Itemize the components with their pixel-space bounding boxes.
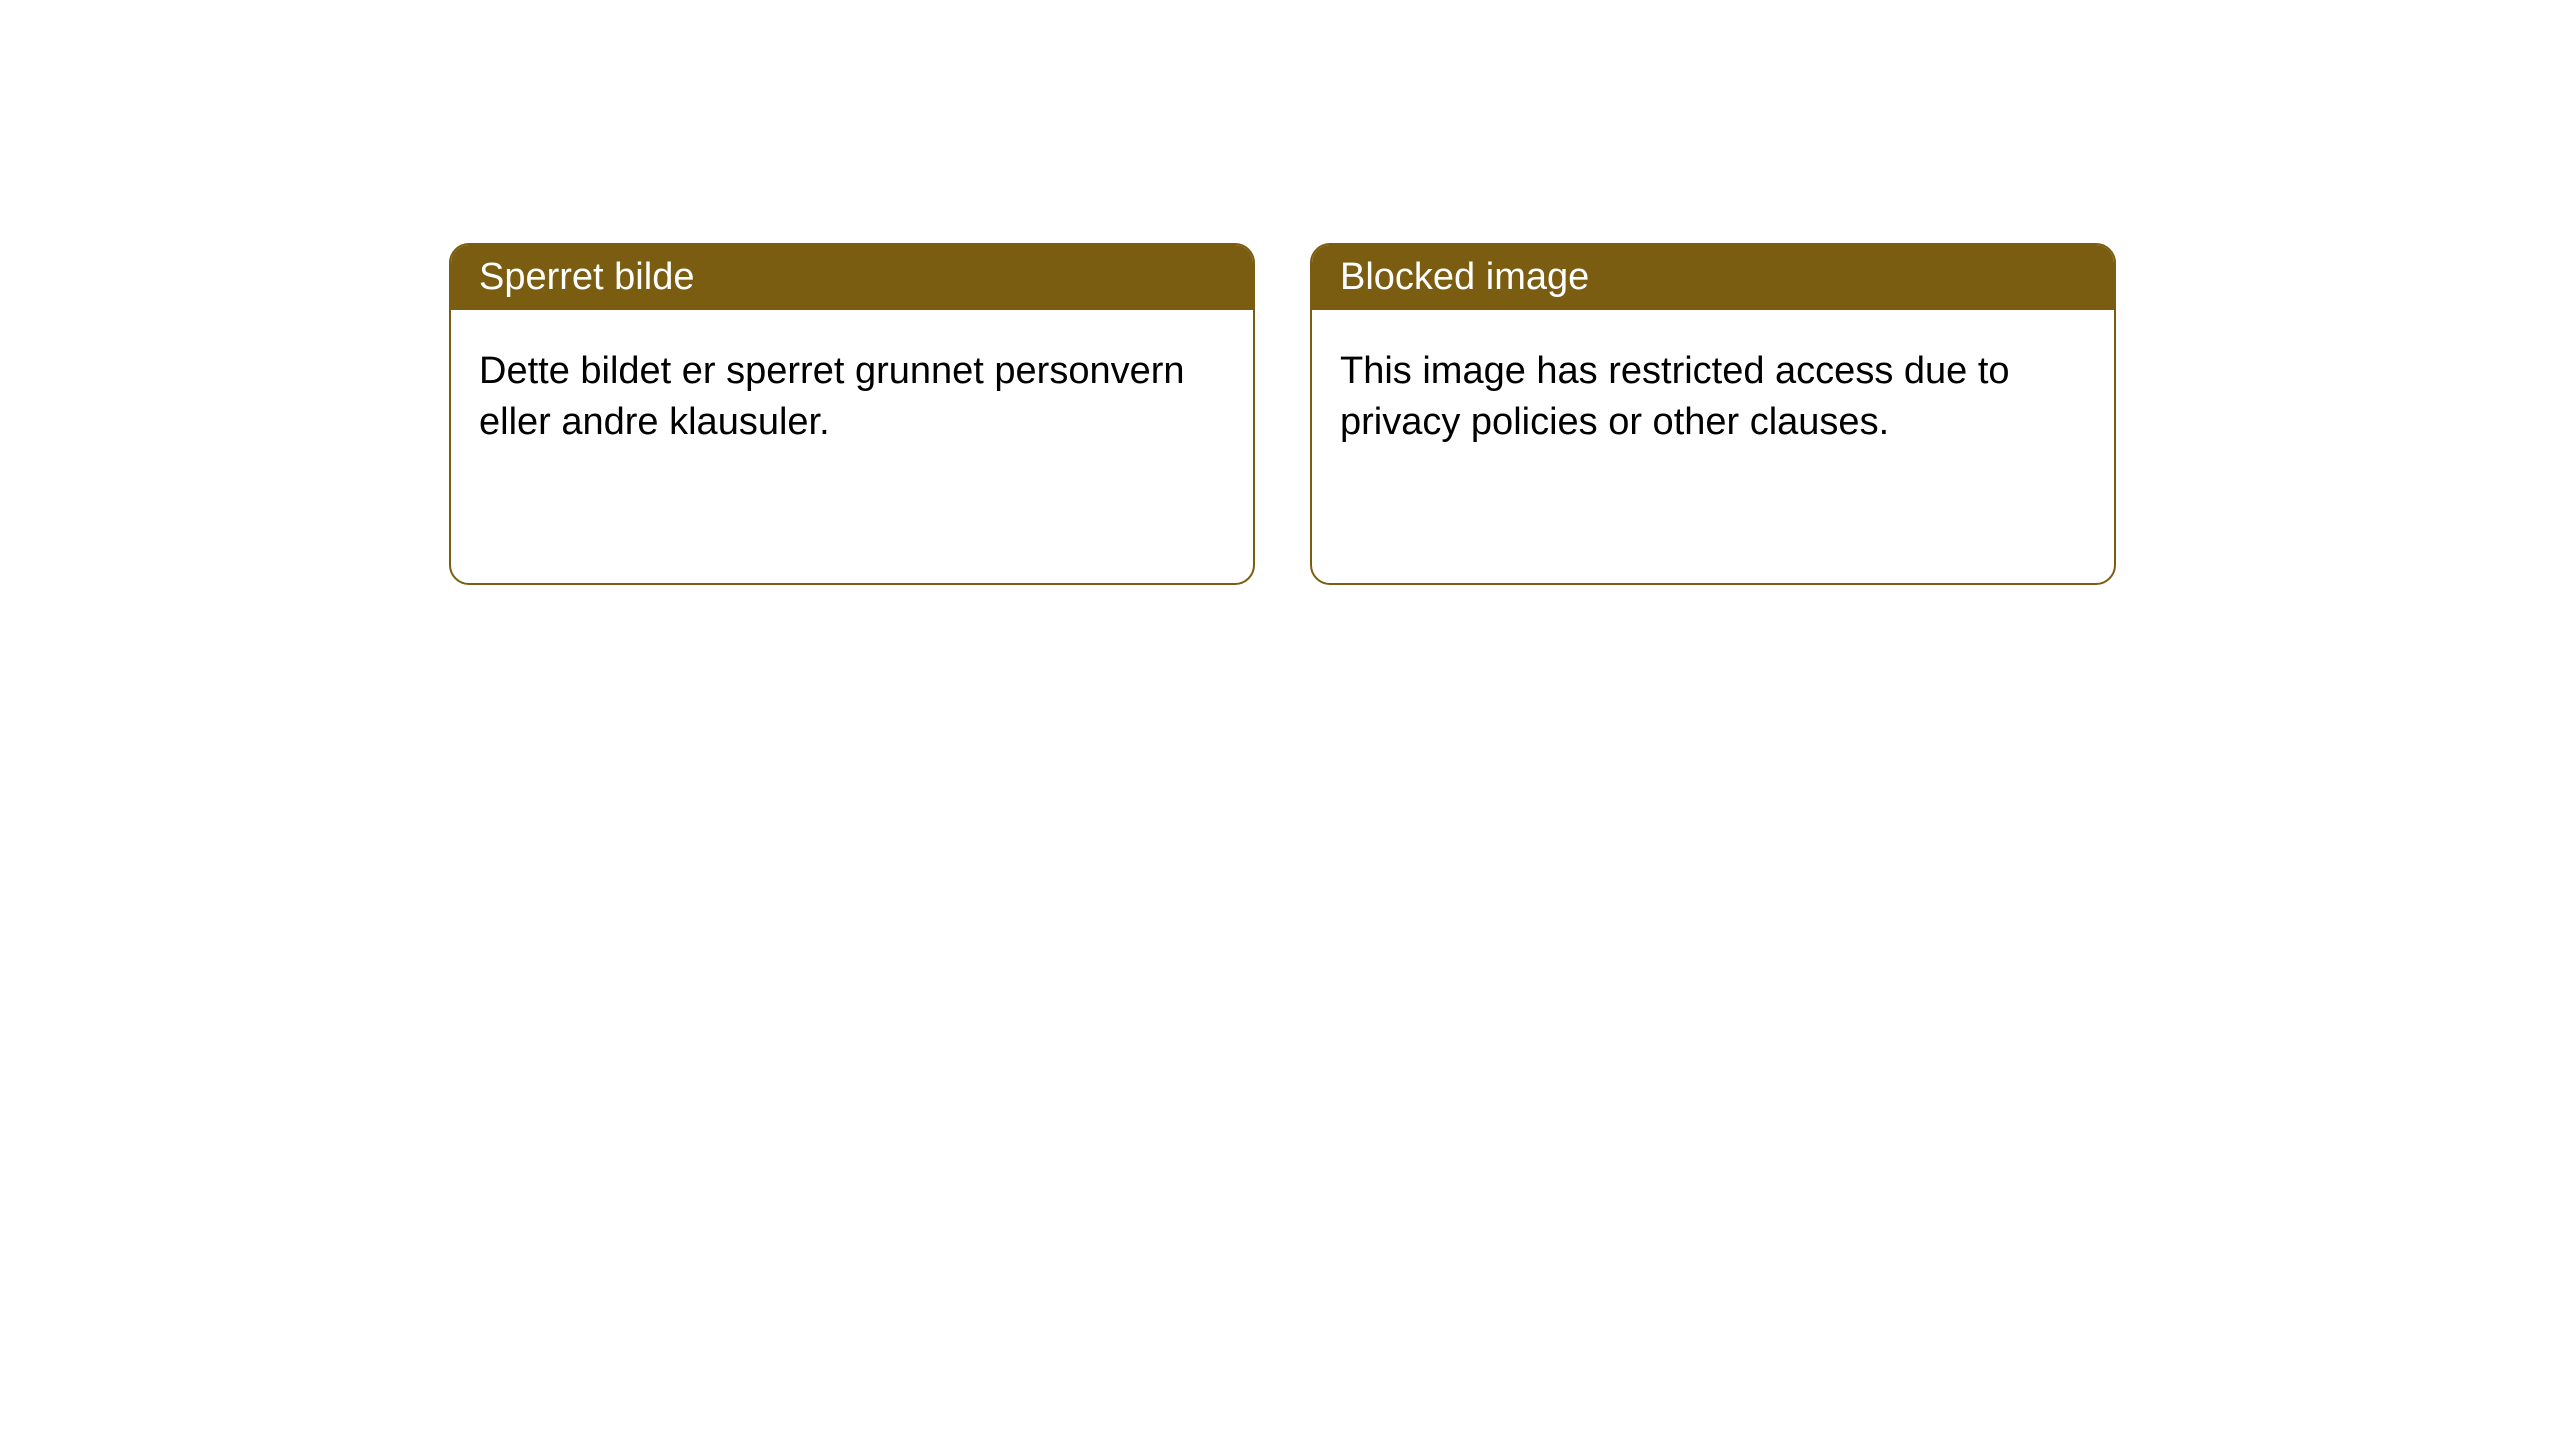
notice-message: Dette bildet er sperret grunnet personve… <box>479 350 1185 443</box>
notice-body: Dette bildet er sperret grunnet personve… <box>451 310 1253 485</box>
notice-card-english: Blocked image This image has restricted … <box>1310 243 2116 585</box>
notice-card-norwegian: Sperret bilde Dette bildet er sperret gr… <box>449 243 1255 585</box>
notice-header: Sperret bilde <box>451 245 1253 310</box>
notice-header: Blocked image <box>1312 245 2114 310</box>
notice-message: This image has restricted access due to … <box>1340 350 2010 443</box>
notice-container: Sperret bilde Dette bildet er sperret gr… <box>449 243 2116 585</box>
notice-title: Sperret bilde <box>479 256 694 298</box>
notice-body: This image has restricted access due to … <box>1312 310 2114 485</box>
notice-title: Blocked image <box>1340 256 1589 298</box>
